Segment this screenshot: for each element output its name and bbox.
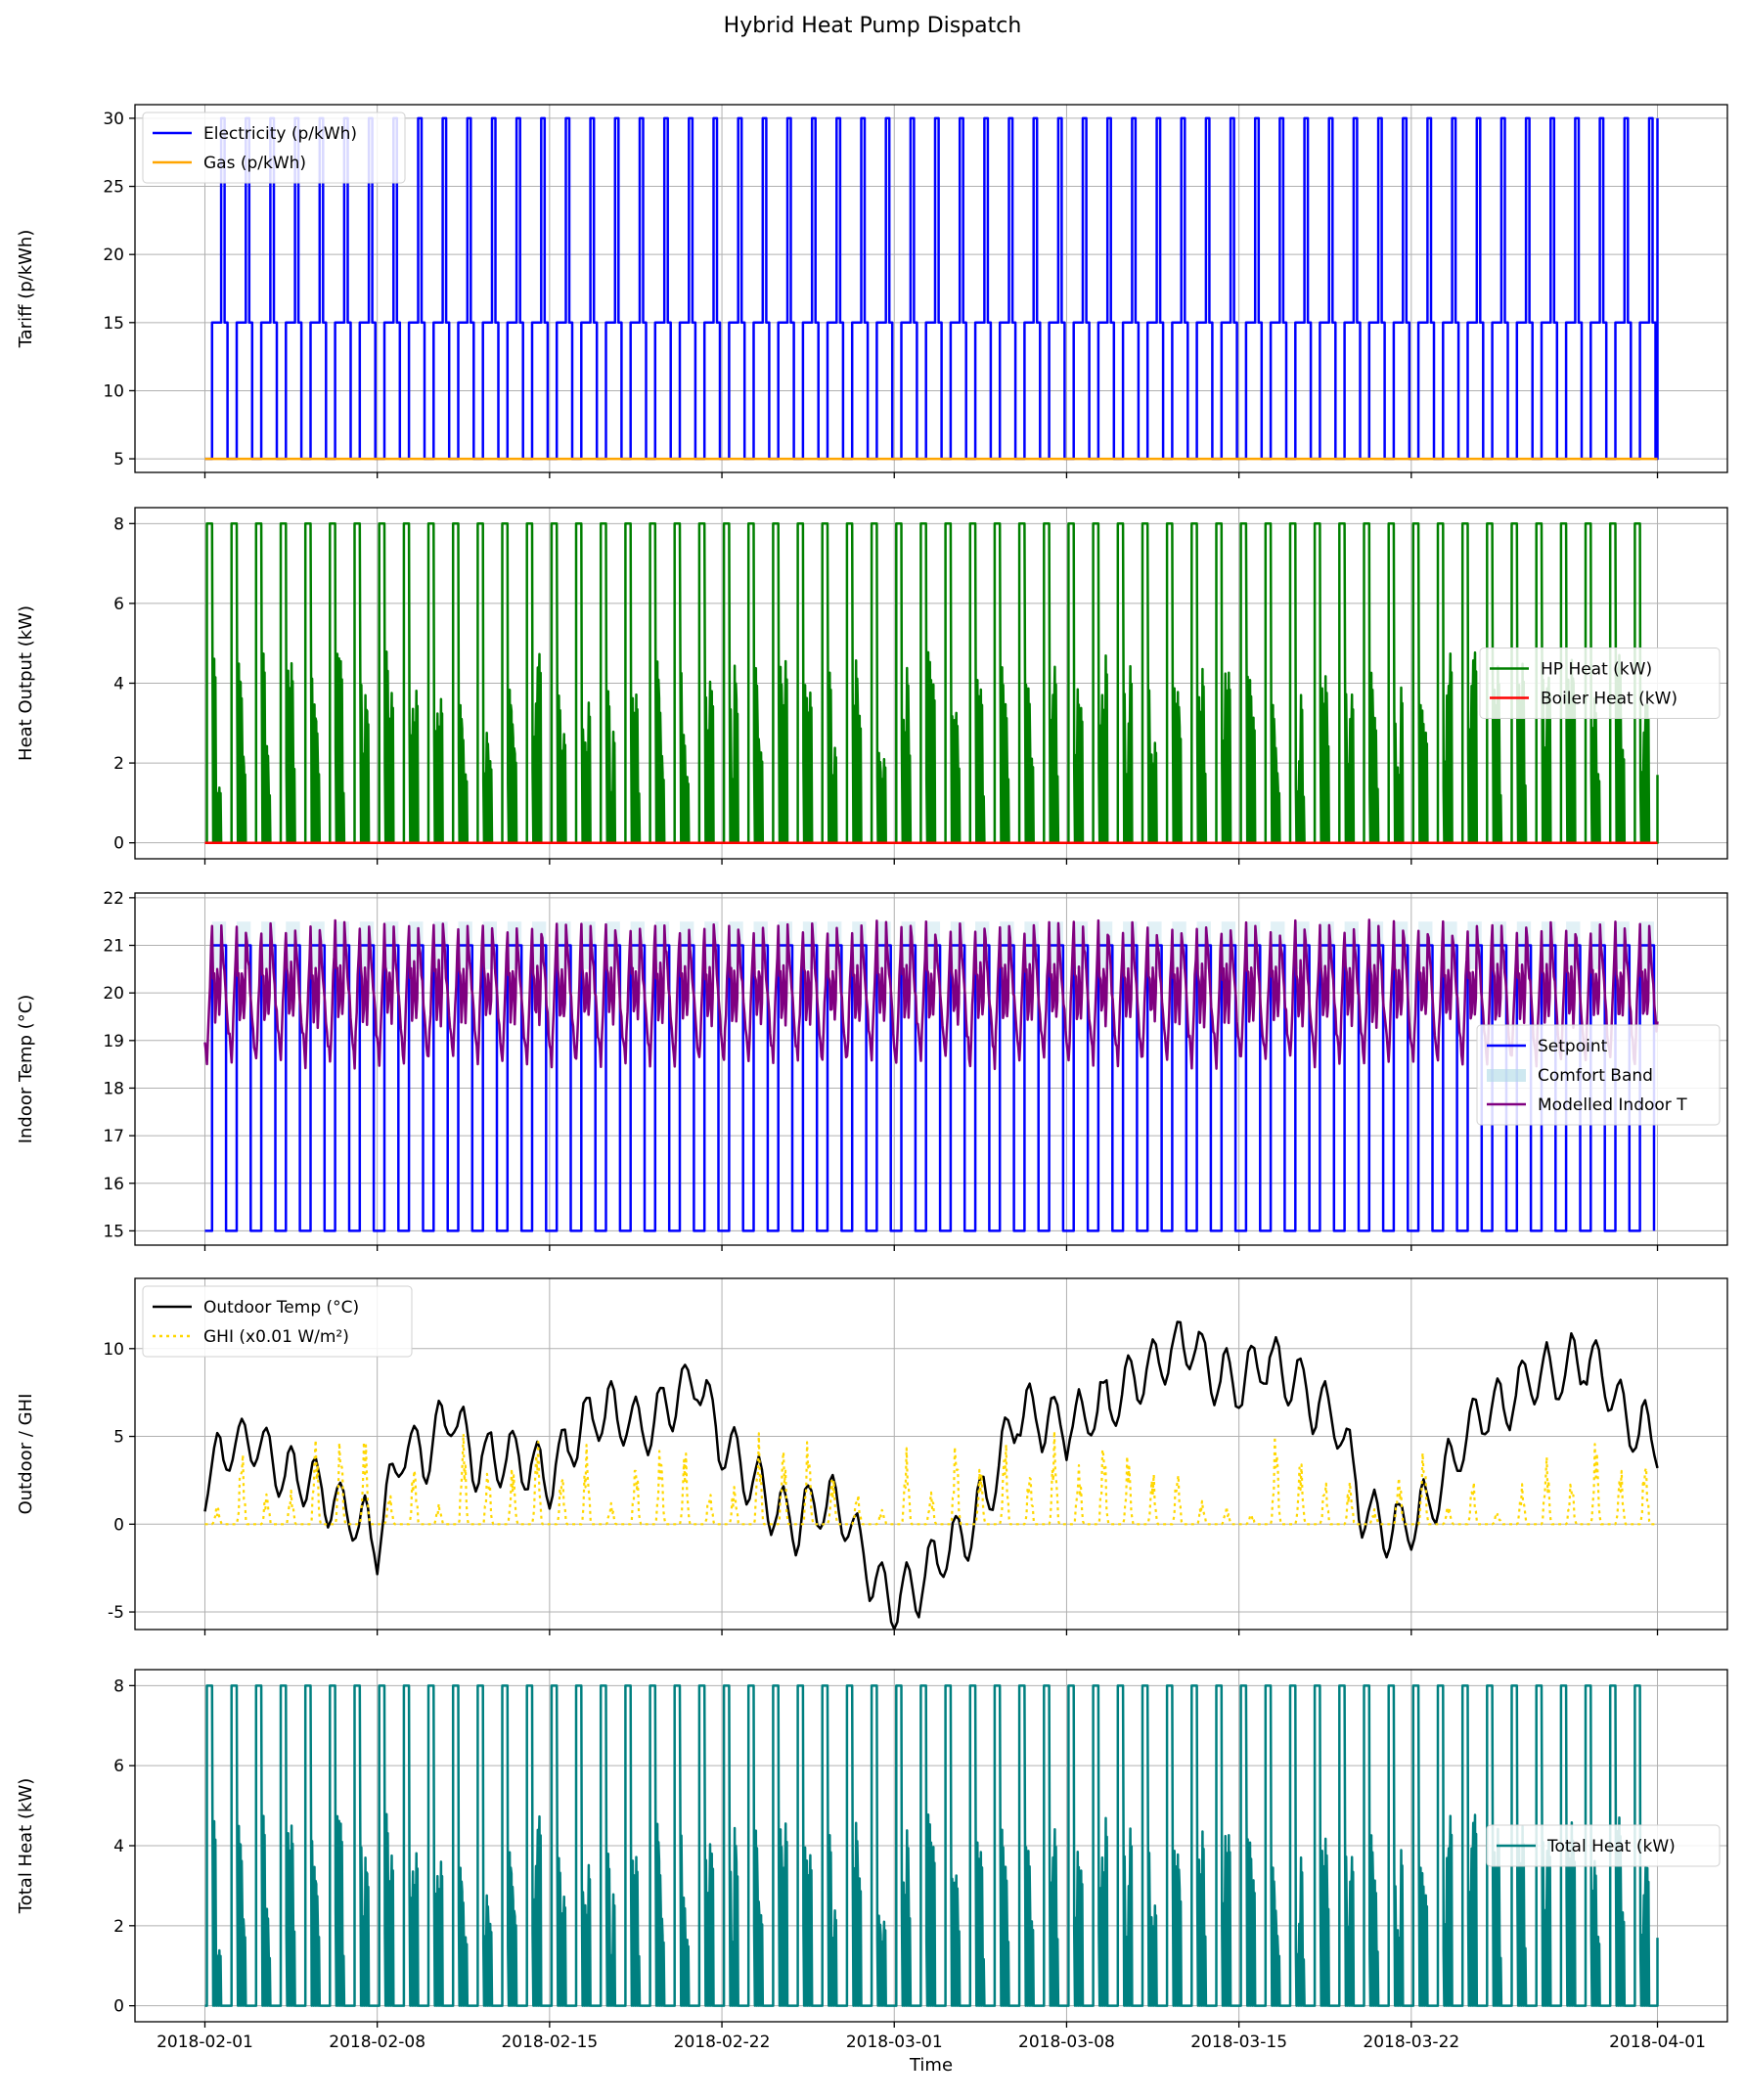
legend: Outdoor Temp (°C) GHI (x0.01 W/m²) — [142, 1285, 413, 1358]
legend-swatch — [1487, 1069, 1526, 1082]
series-line-1 — [204, 116, 1659, 461]
y-tick-label: 2 — [113, 754, 124, 774]
legend-box — [1486, 1824, 1721, 1867]
legend-label: Setpoint — [1538, 1037, 1608, 1056]
axes-frame — [134, 1669, 1728, 2023]
y-tick-label: 15 — [103, 314, 124, 334]
x-tick-label: 2018-02-22 — [674, 2033, 771, 2052]
x-tick-label: 2018-03-08 — [1018, 2033, 1115, 2052]
legend-box — [142, 112, 406, 184]
y-tick-label: 22 — [103, 889, 124, 909]
y-tick-label: 15 — [103, 1222, 124, 1241]
legend-box — [142, 1285, 413, 1358]
y-tick-label: 10 — [103, 1340, 124, 1360]
legend-label: Outdoor Temp (°C) — [203, 1298, 359, 1318]
axes-frame — [134, 507, 1728, 860]
y-tick-label: 2 — [113, 1917, 124, 1937]
y-axis-label: Total Heat (kW) — [16, 1778, 36, 1914]
series-group — [203, 918, 1659, 1232]
series-group — [203, 1320, 1659, 1630]
y-tick-label: -5 — [108, 1603, 124, 1623]
y-axis-label: Heat Output (kW) — [16, 605, 36, 761]
y-tick-label: 6 — [113, 1757, 124, 1776]
x-tick-label: 2018-02-15 — [501, 2033, 598, 2052]
legend-box — [1479, 648, 1721, 719]
legend-label: Gas (p/kWh) — [203, 154, 306, 173]
legend-label: GHI (x0.01 W/m²) — [203, 1327, 349, 1347]
y-axis-label: Indoor Temp (°C) — [16, 995, 36, 1144]
x-tick-label: 2018-02-08 — [329, 2033, 425, 2052]
series-line-2 — [204, 1430, 1658, 1526]
y-tick-label: 6 — [113, 595, 124, 614]
panel-4: -5 0 5 10 Outdoor / GHI Outdoor Temp (°C) GHI … — [16, 1277, 1728, 1635]
panel-1: 5 10 15 20 25 30 Tariff (p/kWh) Electricity (p/… — [16, 104, 1728, 478]
series-group — [204, 522, 1659, 844]
legend: Electricity (p/kWh) Gas (p/kWh) — [142, 112, 406, 184]
y-tick-label: 4 — [113, 1837, 124, 1856]
series-line-2 — [203, 918, 1659, 1071]
x-tick-label: 2018-03-15 — [1190, 2033, 1287, 2052]
y-tick-label: 0 — [113, 834, 124, 854]
legend: Total Heat (kW) — [1486, 1824, 1721, 1867]
y-tick-label: 17 — [103, 1127, 124, 1146]
x-tick-label: 2018-04-01 — [1609, 2033, 1706, 2052]
series-group — [204, 116, 1659, 461]
panel-3: 15 16 17 18 19 20 21 22 Indoor Temp (°C) Setpoint… — [16, 889, 1728, 1251]
y-axis-label: Outdoor / GHI — [16, 1394, 36, 1515]
y-tick-label: 5 — [113, 450, 124, 469]
legend-label: Boiler Heat (kW) — [1541, 690, 1678, 709]
y-tick-label: 20 — [103, 984, 124, 1004]
legend-box — [1476, 1024, 1721, 1126]
y-tick-label: 21 — [103, 937, 124, 957]
legend-label: HP Heat (kW) — [1541, 660, 1652, 680]
y-tick-label: 10 — [103, 381, 124, 401]
series-group — [204, 1684, 1659, 2007]
panel-5: 0 2 4 6 8 Total Heat (kW) 2018-02-01 2018-02-08… — [16, 1669, 1728, 2076]
axes-frame — [134, 892, 1728, 1246]
y-tick-label: 18 — [103, 1079, 124, 1098]
y-tick-label: 0 — [113, 1997, 124, 2017]
y-tick-label: 4 — [113, 675, 124, 694]
legend: Setpoint Comfort Band Modelled Indoor T — [1476, 1024, 1721, 1126]
y-axis-label: Tariff (p/kWh) — [16, 230, 36, 349]
y-tick-label: 16 — [103, 1175, 124, 1194]
y-tick-label: 0 — [113, 1515, 124, 1535]
series-line-1 — [204, 1684, 1659, 2007]
legend-label: Modelled Indoor T — [1538, 1095, 1687, 1115]
y-tick-label: 8 — [113, 1676, 124, 1696]
legend-label: Comfort Band — [1538, 1066, 1653, 1086]
axes-frame — [134, 1277, 1728, 1631]
y-tick-label: 25 — [103, 178, 124, 198]
legend: HP Heat (kW) Boiler Heat (kW) — [1479, 648, 1721, 719]
x-tick-label: 2018-03-22 — [1363, 2033, 1459, 2052]
x-tick-label: 2018-03-01 — [846, 2033, 943, 2052]
y-tick-label: 20 — [103, 246, 124, 265]
y-tick-label: 19 — [103, 1032, 124, 1051]
series-line-1 — [204, 522, 1659, 844]
y-tick-label: 5 — [113, 1428, 124, 1448]
figure-title: Hybrid Heat Pump Dispatch — [724, 14, 1022, 38]
legend-label: Electricity (p/kWh) — [203, 124, 357, 144]
axes-frame — [134, 104, 1728, 473]
series-line-1 — [203, 1320, 1659, 1630]
y-tick-label: 8 — [113, 514, 124, 534]
y-tick-label: 30 — [103, 110, 124, 129]
panel-2: 0 2 4 6 8 Heat Output (kW) HP Heat (kW) Boiler … — [16, 507, 1728, 865]
legend-label: Total Heat (kW) — [1546, 1837, 1676, 1856]
x-axis-label: Time — [909, 2055, 953, 2076]
x-tick-label: 2018-02-01 — [157, 2033, 253, 2052]
